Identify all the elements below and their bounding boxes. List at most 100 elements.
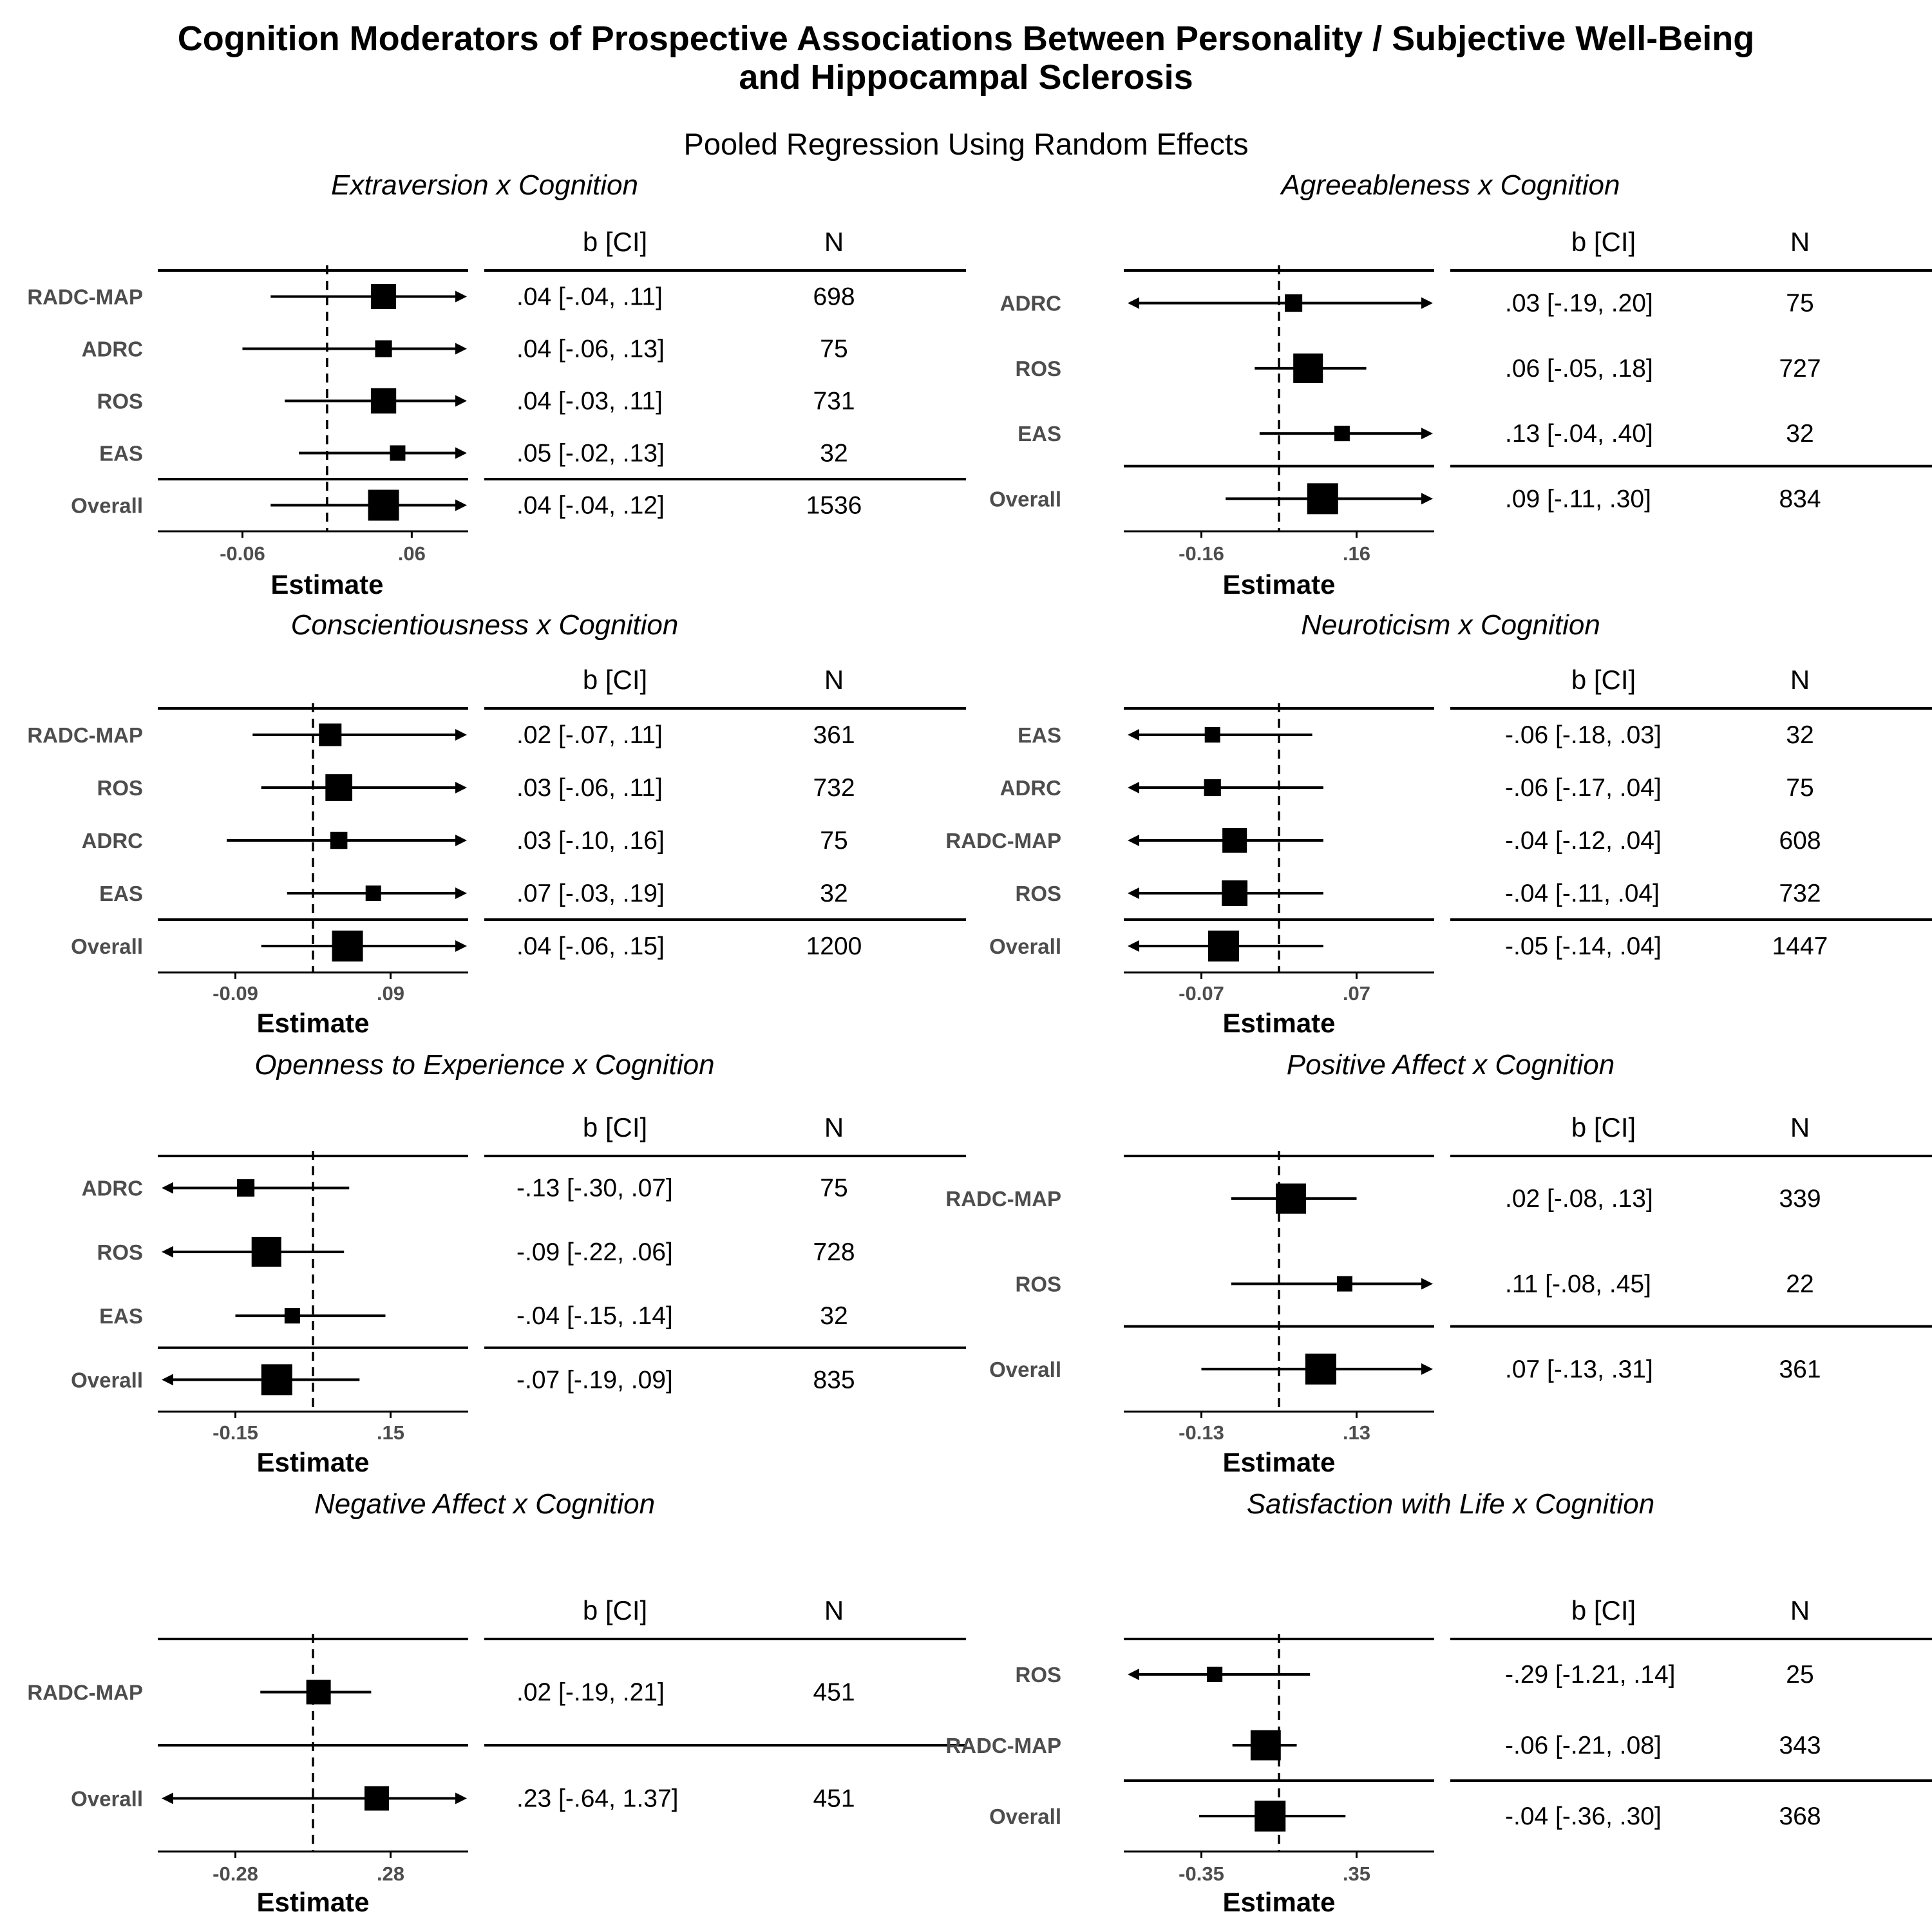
ci-arrow-right bbox=[455, 940, 467, 952]
estimate-ci-text: -.05 [-.14, .04] bbox=[1505, 933, 1662, 960]
study-label: ROS bbox=[1015, 1663, 1061, 1687]
estimate-ci-text: -.04 [-.15, .14] bbox=[516, 1302, 673, 1330]
study-estimate-marker bbox=[237, 1179, 255, 1197]
sample-size-text: 834 bbox=[1779, 485, 1821, 513]
study-estimate-marker bbox=[371, 284, 396, 309]
column-header-estimate: b [CI] bbox=[583, 1112, 647, 1142]
study-label: ADRC bbox=[1000, 776, 1061, 800]
ci-arrow-left bbox=[162, 1245, 173, 1258]
sample-size-text: 728 bbox=[813, 1238, 855, 1266]
study-estimate-marker bbox=[390, 445, 406, 461]
ci-arrow-left bbox=[1128, 887, 1139, 899]
study-label: RADC-MAP bbox=[27, 285, 143, 309]
sample-size-text: 698 bbox=[813, 283, 855, 311]
ci-arrow-right bbox=[1421, 493, 1433, 505]
panel-title: Satisfaction with Life x Cognition bbox=[1247, 1488, 1654, 1520]
panel-title: Conscientiousness x Cognition bbox=[291, 609, 679, 641]
study-label: RADC-MAP bbox=[945, 1187, 1061, 1211]
ci-arrow-right bbox=[455, 729, 467, 741]
sample-size-text: 451 bbox=[813, 1785, 855, 1813]
study-label-overall: Overall bbox=[71, 1787, 143, 1811]
panels: Extraversion x Cognition b [CI] N -0.06 .06 E… bbox=[27, 169, 1932, 1917]
ci-arrow-left bbox=[162, 1792, 173, 1804]
column-header-estimate: b [CI] bbox=[583, 665, 647, 695]
study-estimate-marker bbox=[319, 723, 342, 746]
ci-arrow-left bbox=[1128, 297, 1139, 309]
sample-size-text: 732 bbox=[1779, 880, 1821, 907]
estimate-ci-text: -.04 [-.11, .04] bbox=[1505, 880, 1660, 907]
panel-title: Neuroticism x Cognition bbox=[1301, 609, 1600, 641]
study-label: EAS bbox=[1018, 723, 1061, 747]
sample-size-text: 608 bbox=[1779, 827, 1821, 855]
figure-subtitle: Pooled Regression Using Random Effects bbox=[684, 127, 1249, 161]
estimate-ci-text: .04 [-.03, .11] bbox=[516, 388, 663, 415]
study-estimate-marker bbox=[1204, 727, 1220, 743]
study-label: EAS bbox=[99, 442, 143, 466]
estimate-ci-text: .05 [-.02, .13] bbox=[516, 440, 665, 468]
overall-estimate-marker bbox=[1208, 931, 1239, 961]
column-header-estimate: b [CI] bbox=[1571, 1595, 1636, 1625]
column-header-estimate: b [CI] bbox=[583, 227, 647, 257]
sample-size-text: 25 bbox=[1786, 1661, 1814, 1689]
estimate-ci-text: .03 [-.06, .11] bbox=[516, 774, 663, 802]
panel-title: Positive Affect x Cognition bbox=[1287, 1049, 1615, 1081]
study-label: ADRC bbox=[82, 337, 143, 361]
x-axis-title: Estimate bbox=[256, 1008, 369, 1038]
column-header-estimate: b [CI] bbox=[1571, 665, 1636, 695]
sample-size-text: 343 bbox=[1779, 1732, 1821, 1759]
estimate-ci-text: .04 [-.04, .12] bbox=[516, 492, 665, 520]
sample-size-text: 32 bbox=[1786, 721, 1814, 749]
estimate-ci-text: -.09 [-.22, .06] bbox=[516, 1238, 673, 1266]
study-label: ROS bbox=[97, 390, 143, 413]
overall-estimate-marker bbox=[364, 1786, 389, 1811]
overall-estimate-marker bbox=[1307, 483, 1338, 515]
study-estimate-marker bbox=[1204, 779, 1221, 797]
x-tick-label: -0.15 bbox=[213, 1421, 258, 1444]
estimate-ci-text: .06 [-.05, .18] bbox=[1505, 355, 1653, 383]
column-header-estimate: b [CI] bbox=[1571, 227, 1636, 257]
x-tick-label: -0.06 bbox=[220, 542, 265, 565]
forest-panel: Openness to Experience x Cognition b [CI]… bbox=[71, 1049, 966, 1477]
study-label-overall: Overall bbox=[989, 1358, 1061, 1381]
estimate-ci-text: -.13 [-.30, .07] bbox=[516, 1175, 673, 1202]
x-axis-title: Estimate bbox=[256, 1887, 369, 1917]
study-estimate-marker bbox=[1250, 1730, 1281, 1761]
estimate-ci-text: -.06 [-.18, .03] bbox=[1505, 721, 1662, 749]
study-label-overall: Overall bbox=[71, 494, 143, 518]
estimate-ci-text: -.06 [-.21, .08] bbox=[1505, 1732, 1662, 1759]
x-tick-label: -0.35 bbox=[1179, 1862, 1224, 1885]
column-header-n: N bbox=[824, 227, 844, 257]
ci-arrow-right bbox=[455, 835, 467, 846]
column-header-n: N bbox=[1790, 1112, 1810, 1142]
study-label: EAS bbox=[1018, 422, 1061, 446]
estimate-ci-text: .11 [-.08, .45] bbox=[1505, 1271, 1651, 1298]
estimate-ci-text: .13 [-.04, .40] bbox=[1505, 420, 1653, 448]
study-estimate-marker bbox=[1276, 1183, 1307, 1214]
overall-estimate-marker bbox=[368, 489, 399, 521]
column-header-estimate: b [CI] bbox=[583, 1595, 647, 1625]
ci-arrow-left bbox=[1128, 782, 1139, 793]
sample-size-text: 361 bbox=[1779, 1356, 1821, 1383]
estimate-ci-text: -.07 [-.19, .09] bbox=[516, 1366, 673, 1394]
x-axis-title: Estimate bbox=[1222, 1008, 1335, 1038]
estimate-ci-text: .02 [-.08, .13] bbox=[1505, 1185, 1653, 1213]
study-estimate-marker bbox=[375, 340, 392, 357]
estimate-ci-text: -.29 [-1.21, .14] bbox=[1505, 1661, 1676, 1689]
sample-size-text: 32 bbox=[1786, 420, 1814, 448]
ci-arrow-right bbox=[455, 887, 467, 899]
column-header-n: N bbox=[1790, 1595, 1810, 1625]
study-estimate-marker bbox=[1207, 1667, 1223, 1682]
study-label: ADRC bbox=[82, 829, 143, 853]
sample-size-text: 732 bbox=[813, 774, 855, 802]
study-estimate-marker bbox=[1222, 880, 1248, 906]
study-estimate-marker bbox=[306, 1680, 331, 1705]
estimate-ci-text: .07 [-.13, .31] bbox=[1505, 1356, 1653, 1383]
study-estimate-marker bbox=[1334, 426, 1350, 442]
x-axis-title: Estimate bbox=[1222, 1887, 1335, 1917]
estimate-ci-text: .04 [-.06, .13] bbox=[516, 336, 665, 363]
sample-size-text: 32 bbox=[820, 880, 848, 907]
ci-arrow-left bbox=[1128, 940, 1139, 952]
forest-panel: Satisfaction with Life x Cognition b [CI]… bbox=[945, 1488, 1932, 1917]
study-estimate-marker bbox=[330, 831, 348, 849]
